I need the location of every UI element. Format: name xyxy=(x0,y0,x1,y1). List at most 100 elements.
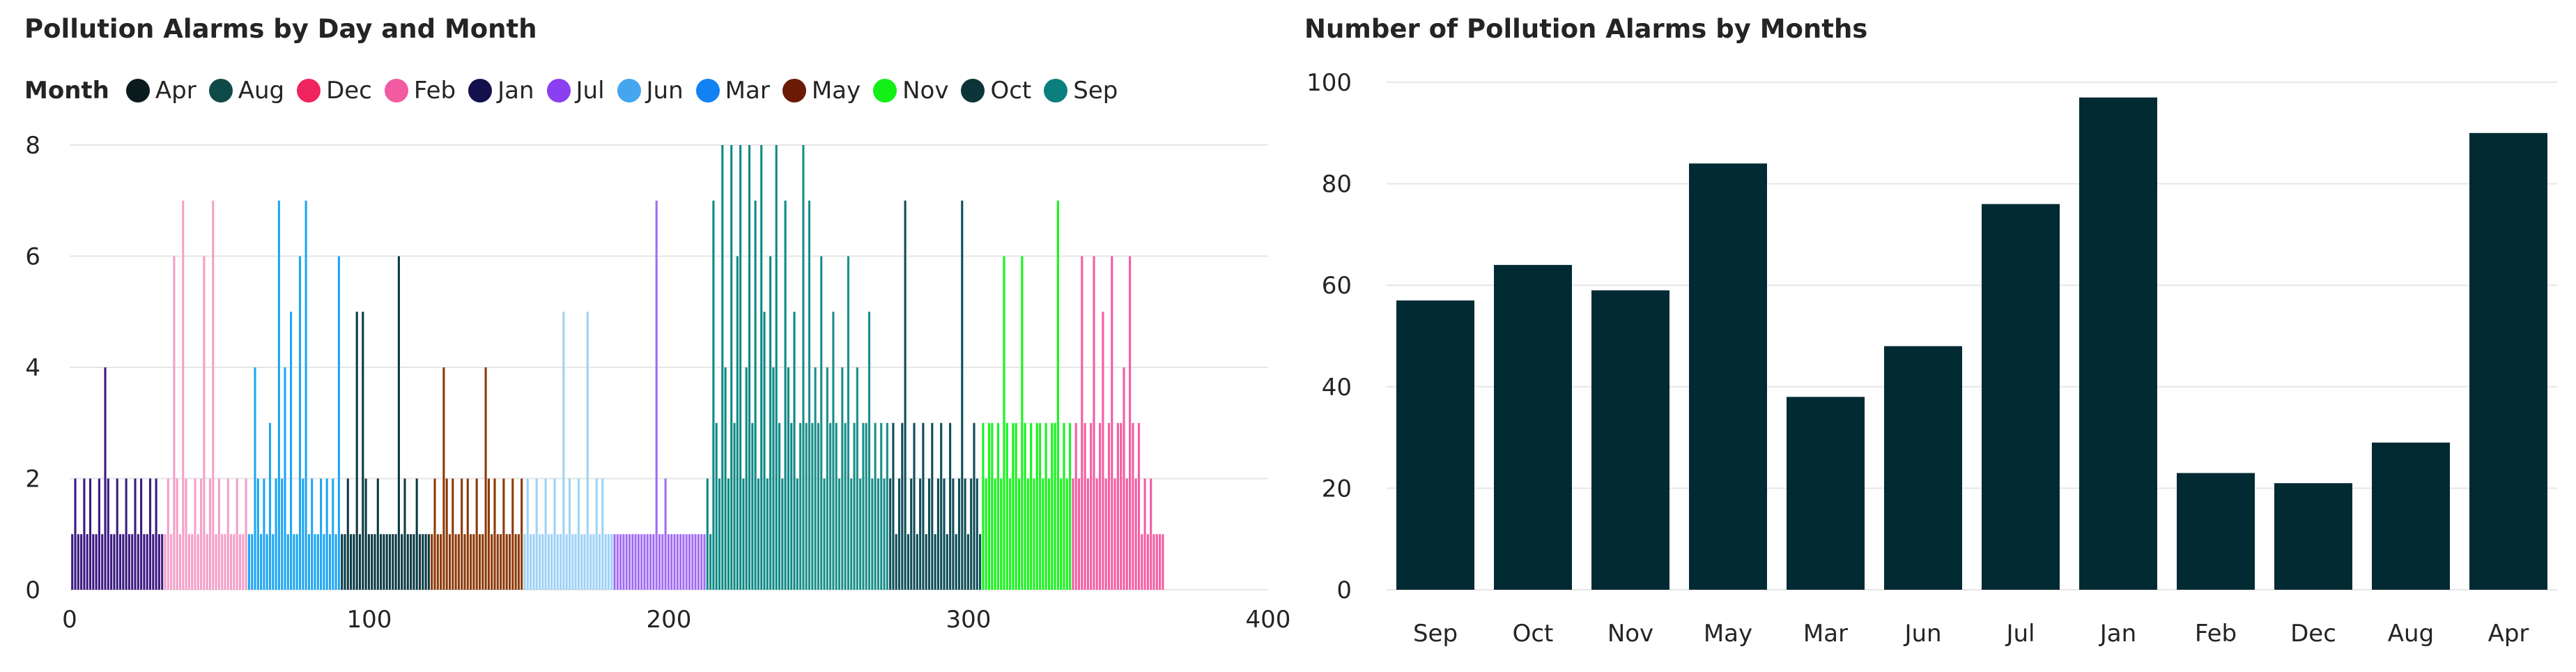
series-oct xyxy=(889,200,982,590)
x-tick-label: 0 xyxy=(62,606,77,634)
day-bar xyxy=(919,478,922,590)
series-jun xyxy=(523,312,613,590)
day-bar xyxy=(182,200,185,590)
day-bar xyxy=(667,534,670,590)
day-bar xyxy=(961,200,964,590)
day-bar xyxy=(457,534,460,590)
day-bar xyxy=(820,256,823,590)
day-bar xyxy=(889,478,892,590)
day-bar xyxy=(781,478,784,590)
day-bar xyxy=(763,312,766,590)
day-bar xyxy=(936,478,939,590)
day-bar xyxy=(157,534,160,590)
day-bar xyxy=(520,478,523,590)
legend-label: Oct xyxy=(990,77,1032,105)
day-bar xyxy=(793,312,796,590)
day-bar xyxy=(721,145,724,590)
day-bar xyxy=(1065,478,1068,590)
day-bar xyxy=(215,534,217,590)
day-bar xyxy=(86,534,88,590)
day-bar xyxy=(302,478,304,590)
day-bar xyxy=(472,534,475,590)
day-bar xyxy=(433,478,436,590)
day-bar xyxy=(685,534,688,590)
day-bar xyxy=(185,478,187,590)
day-bar xyxy=(334,534,337,590)
x-tick-label: Jan xyxy=(2099,620,2136,648)
day-bar xyxy=(286,534,289,590)
day-bar xyxy=(140,478,143,590)
day-bar xyxy=(1015,422,1017,590)
day-bar xyxy=(1021,256,1024,590)
daily-alarm-plot: 0 2 4 6 8 0 100 200 300 400 xyxy=(25,132,1290,634)
day-bar xyxy=(1093,256,1095,590)
day-bar xyxy=(200,478,203,590)
day-bar xyxy=(748,145,751,590)
y-tick-label: 80 xyxy=(1322,171,1352,199)
day-bar xyxy=(1152,534,1155,590)
day-bar xyxy=(844,422,847,590)
day-bar xyxy=(272,534,275,590)
day-bar xyxy=(394,534,397,590)
month-bar-oct xyxy=(1494,265,1572,590)
legend-marker xyxy=(782,79,806,102)
day-bar xyxy=(392,534,394,590)
day-bar xyxy=(691,534,694,590)
day-bar xyxy=(886,422,888,590)
day-bar xyxy=(931,422,934,590)
day-bar xyxy=(994,478,996,590)
legend-label: Mar xyxy=(725,77,770,105)
legend-marker xyxy=(546,79,571,102)
day-bar xyxy=(1159,534,1162,590)
chart-title: Number of Pollution Alarms by Months xyxy=(1304,14,1868,44)
day-bar xyxy=(436,534,439,590)
day-bar xyxy=(110,534,113,590)
day-bar xyxy=(452,478,454,590)
day-bar xyxy=(245,478,247,590)
day-bar xyxy=(640,534,643,590)
day-bar xyxy=(161,534,164,590)
day-bar xyxy=(1012,422,1015,590)
day-bar xyxy=(265,534,268,590)
day-bar xyxy=(410,534,412,590)
day-bar xyxy=(461,478,463,590)
month-bar-mar xyxy=(1787,397,1865,590)
day-bar xyxy=(862,422,865,590)
day-bar xyxy=(829,422,832,590)
day-bar xyxy=(170,534,173,590)
day-bar xyxy=(508,534,511,590)
day-bar xyxy=(385,534,388,590)
day-bar xyxy=(284,367,286,590)
day-bar xyxy=(212,200,215,590)
day-bar xyxy=(658,534,661,590)
legend-item-may: May xyxy=(782,77,861,105)
day-bar xyxy=(260,534,263,590)
day-bar xyxy=(1120,422,1123,590)
legend-label: Feb xyxy=(413,77,456,105)
day-bar xyxy=(196,534,199,590)
day-bar xyxy=(604,534,607,590)
legend-label: Dec xyxy=(326,77,372,105)
day-bar xyxy=(373,534,376,590)
day-bar xyxy=(811,422,814,590)
day-bar xyxy=(927,478,931,590)
day-bar xyxy=(619,534,622,590)
day-bar xyxy=(874,422,877,590)
series-sep xyxy=(799,145,888,590)
day-bar xyxy=(778,422,781,590)
day-bar xyxy=(500,534,502,590)
series-aug xyxy=(706,145,799,590)
day-bar xyxy=(242,534,245,590)
day-bar xyxy=(742,478,745,590)
day-bar xyxy=(251,534,254,590)
day-bar xyxy=(871,478,874,590)
y-tick-label: 8 xyxy=(25,132,40,160)
day-bar xyxy=(344,534,346,590)
day-bar xyxy=(751,422,754,590)
day-bar xyxy=(1102,312,1104,590)
chart-legend: Month Apr Aug Dec Feb Jan Jul Jun Mar May Nov Oct S… xyxy=(24,77,1130,105)
day-bar xyxy=(736,256,739,590)
day-bar xyxy=(784,200,787,590)
day-bar xyxy=(74,478,77,590)
day-bar xyxy=(580,534,583,590)
